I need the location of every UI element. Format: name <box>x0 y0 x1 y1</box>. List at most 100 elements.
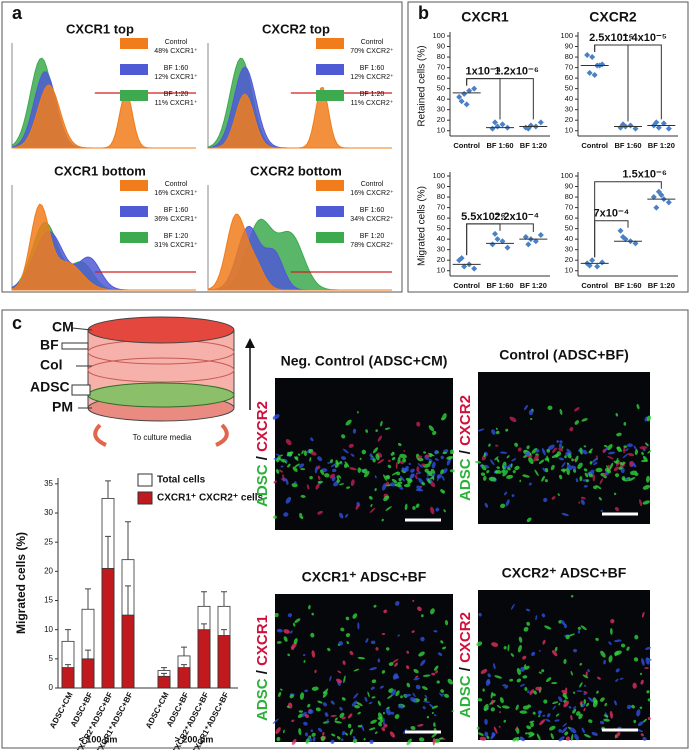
cell <box>339 461 343 464</box>
legend-label: 36% CXCR1⁺ <box>154 216 198 223</box>
cell <box>496 458 500 463</box>
cell <box>395 690 400 697</box>
cell <box>368 495 373 500</box>
image-title: CXCR2⁺ ADSC+BF <box>502 565 627 581</box>
data-point <box>650 194 657 201</box>
cell <box>423 451 427 454</box>
legend-name: BF 1:60 <box>164 65 189 72</box>
p-value: 1x10⁻⁴ <box>465 66 501 78</box>
cell <box>558 443 562 448</box>
cell <box>573 706 577 709</box>
cell <box>311 732 316 737</box>
cell <box>520 666 525 672</box>
cell <box>322 702 327 707</box>
cell <box>420 659 426 667</box>
p-value: 1.2x10⁻⁶ <box>494 66 539 78</box>
legend-swatch <box>316 64 344 75</box>
cell <box>349 650 354 655</box>
cell <box>639 446 648 450</box>
cell <box>301 711 307 717</box>
cell <box>369 739 374 745</box>
cell <box>431 733 438 738</box>
cell <box>484 502 489 508</box>
cell <box>339 483 344 486</box>
cell <box>551 650 558 657</box>
cell <box>326 718 329 724</box>
cell <box>357 725 363 728</box>
cell <box>561 462 566 468</box>
cell <box>272 718 279 724</box>
cell <box>514 726 518 731</box>
cell <box>410 697 417 703</box>
cell <box>401 467 408 472</box>
cell <box>542 639 546 645</box>
cell <box>391 689 397 696</box>
legend-label: 16% CXCR1⁺ <box>154 190 198 197</box>
y-tick-label: 35 <box>44 479 53 488</box>
cell <box>442 646 447 650</box>
cell <box>610 618 615 624</box>
cell <box>276 641 282 644</box>
cell <box>317 510 323 515</box>
cell <box>641 611 645 618</box>
cell <box>483 704 489 711</box>
cell <box>433 630 438 633</box>
cell <box>280 688 283 691</box>
pointer-box <box>61 342 89 350</box>
cell <box>336 736 341 740</box>
bar <box>177 667 191 689</box>
cell <box>440 689 445 693</box>
cell <box>294 481 297 484</box>
cell <box>494 456 499 461</box>
cell <box>504 464 507 468</box>
cell <box>505 499 510 507</box>
y-tick-label: 70 <box>565 203 573 212</box>
cell <box>608 655 613 663</box>
cell <box>586 479 589 483</box>
chart-title: CXCR1 top <box>66 21 134 36</box>
cell <box>389 711 395 715</box>
cell <box>353 668 360 672</box>
chart-title: CXCR2 <box>589 9 637 25</box>
cell <box>595 485 602 490</box>
cell <box>349 728 354 736</box>
cell <box>562 692 567 698</box>
data-point <box>653 119 660 126</box>
y-tick-label: 15 <box>44 596 53 605</box>
cell <box>531 448 538 454</box>
cell <box>382 483 387 491</box>
cell <box>633 657 639 662</box>
cell <box>642 718 647 723</box>
cell <box>369 453 373 457</box>
cell <box>336 479 341 483</box>
cell <box>645 475 650 483</box>
cell <box>382 721 386 725</box>
cell <box>283 636 288 642</box>
cell <box>490 459 495 466</box>
cell <box>409 473 415 480</box>
cell <box>526 690 530 694</box>
pointer <box>71 327 93 331</box>
cell <box>433 728 437 732</box>
cell <box>421 463 426 467</box>
cell <box>626 646 630 651</box>
cell <box>512 470 516 474</box>
cell <box>577 462 583 470</box>
data-point <box>494 236 501 243</box>
cell <box>307 709 314 715</box>
cell <box>552 705 556 710</box>
data-point <box>584 51 591 58</box>
cell <box>310 437 314 442</box>
cell <box>377 658 381 663</box>
significance-bracket <box>466 223 534 256</box>
cell <box>530 721 534 728</box>
cell <box>349 467 357 471</box>
cell <box>537 715 541 718</box>
cell <box>392 451 395 454</box>
stain-marker-green: ADSC <box>254 464 271 507</box>
cell <box>577 626 581 630</box>
cell <box>304 689 309 693</box>
y-tick-label: 0 <box>49 683 54 692</box>
cell <box>528 457 534 465</box>
cell <box>477 698 483 702</box>
